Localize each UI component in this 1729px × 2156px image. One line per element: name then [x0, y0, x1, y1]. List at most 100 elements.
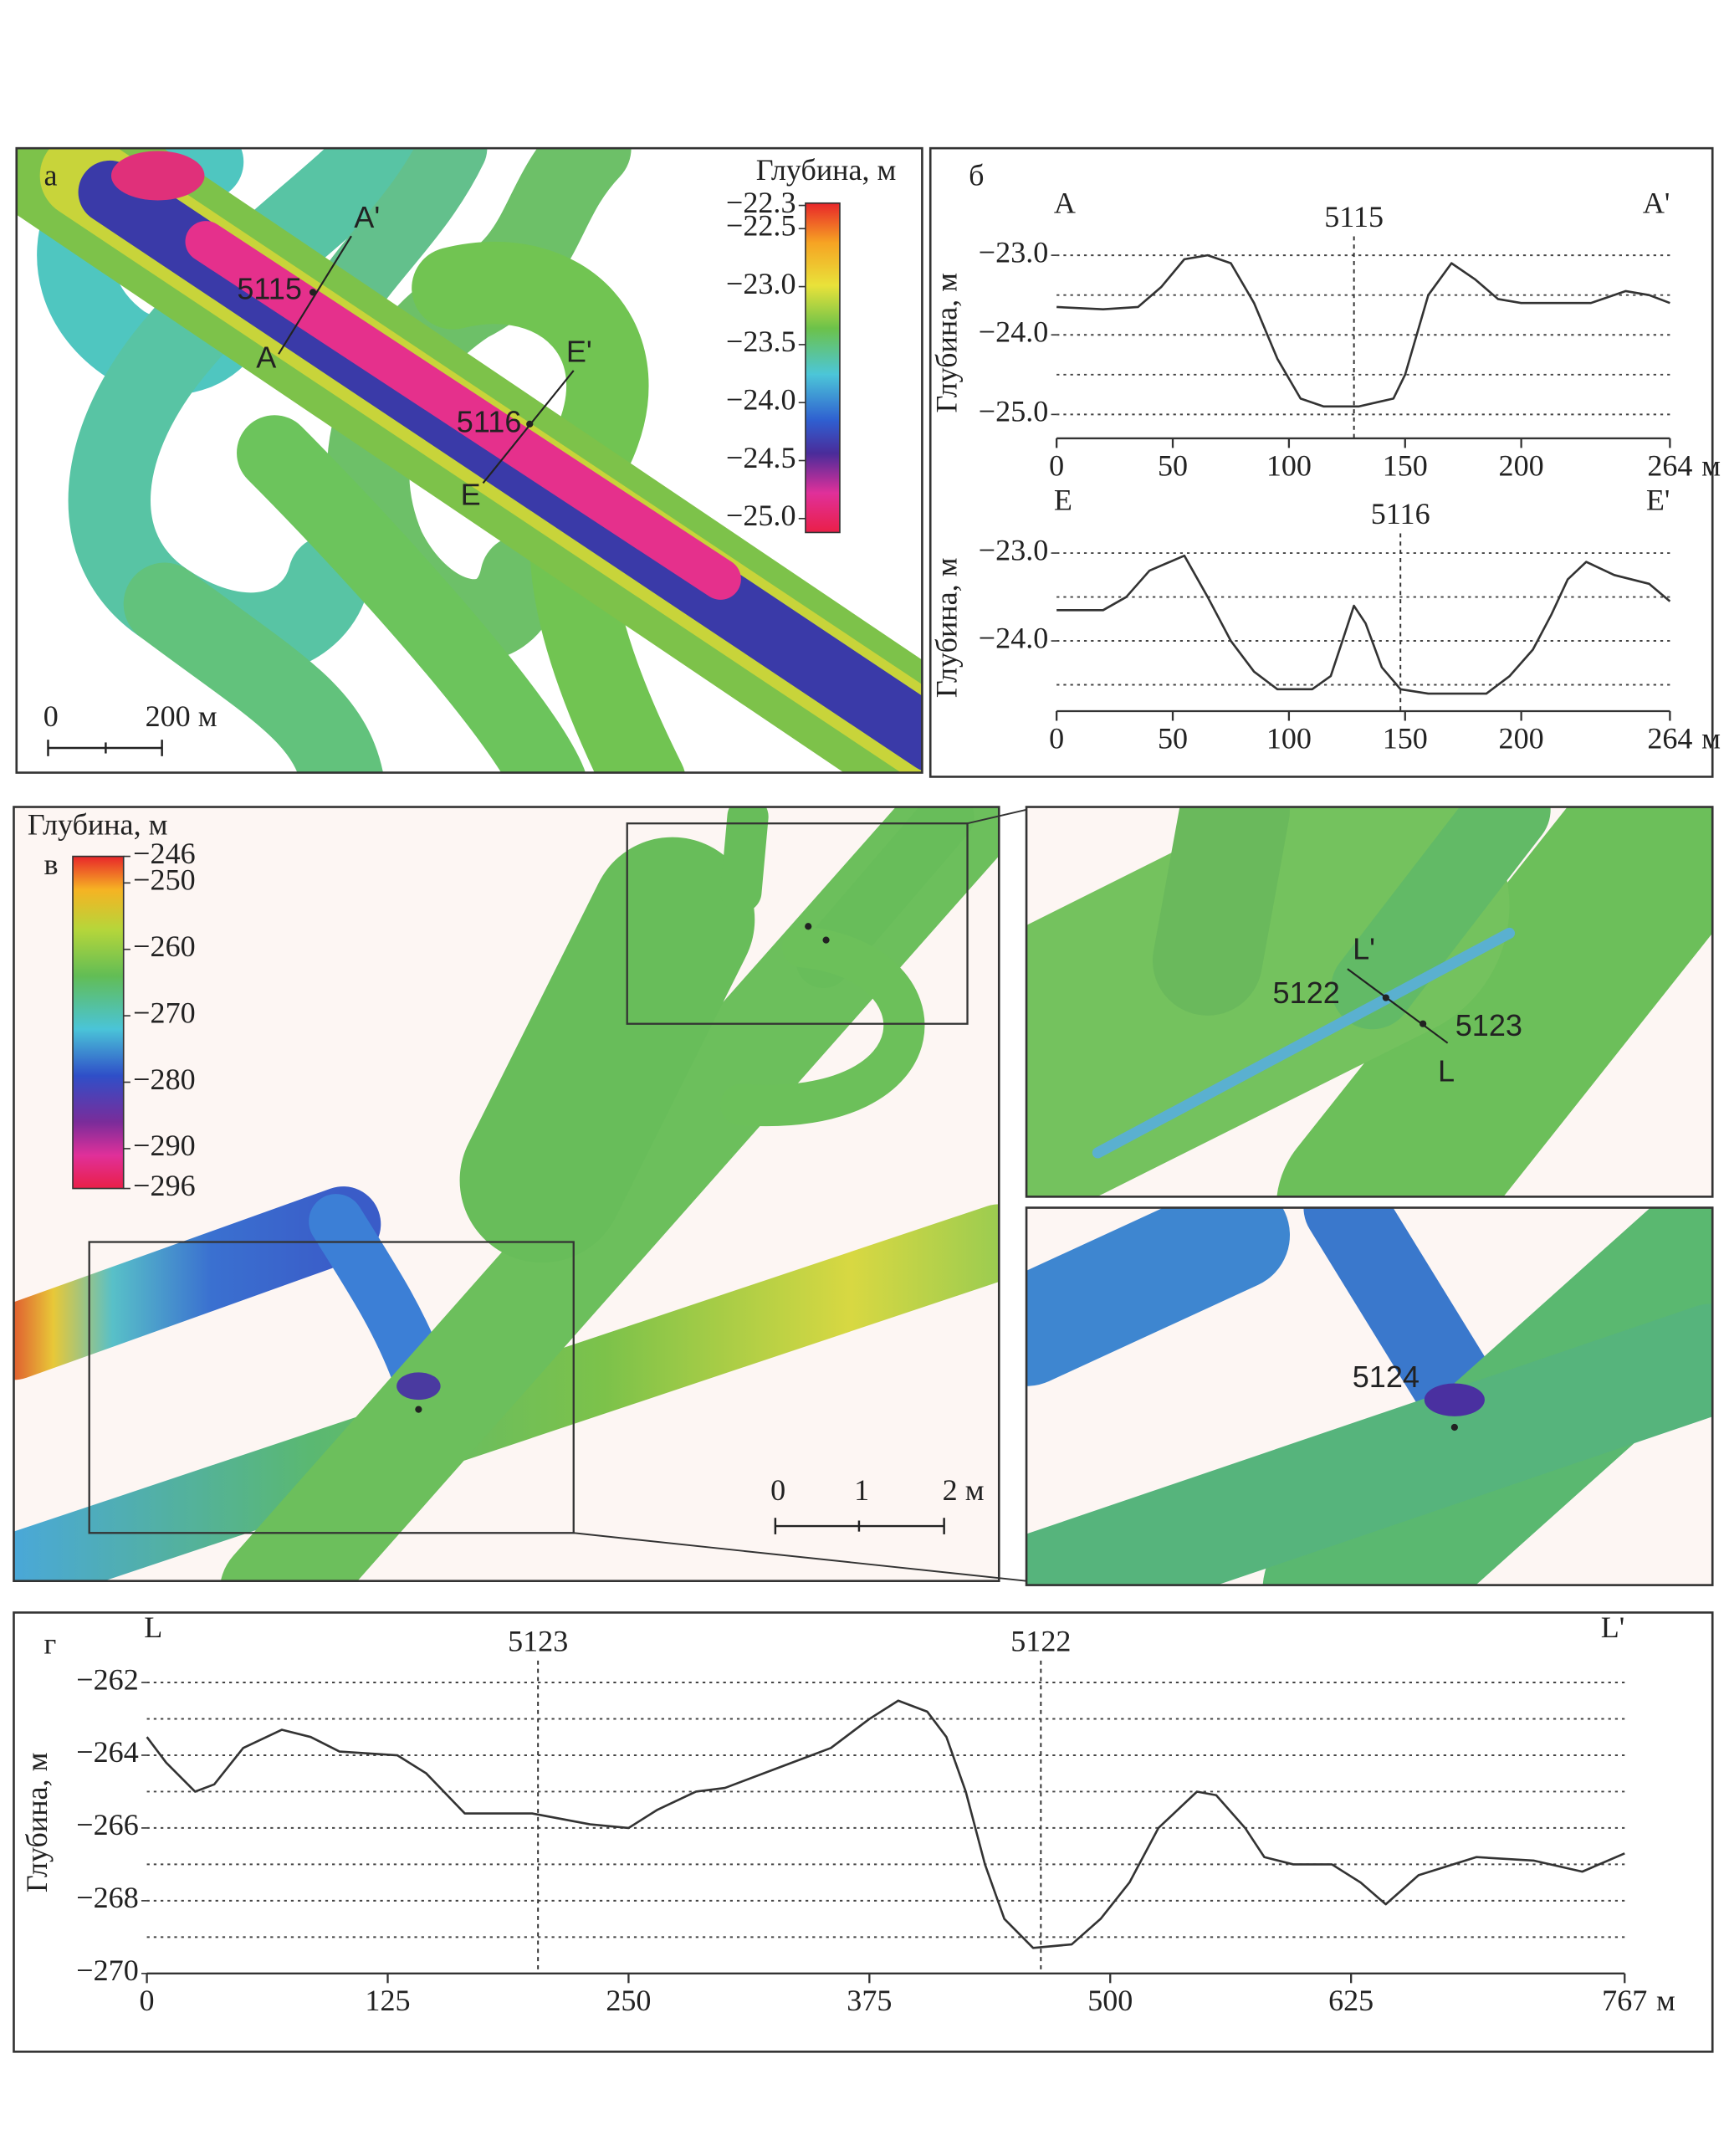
colorbar-tick-label: −280 — [133, 1063, 195, 1096]
station-dot — [309, 289, 317, 296]
survey-track — [720, 807, 769, 913]
map-label: A' — [354, 200, 380, 234]
zoom-box — [88, 1241, 575, 1534]
station-dot — [526, 420, 534, 428]
x-tick-label: 250 — [606, 1984, 651, 2017]
station-dot — [822, 936, 830, 944]
x-tick-label: 767 — [1602, 1984, 1647, 2017]
scale-label: 1 — [854, 1473, 869, 1507]
map-label: 5124 — [1353, 1360, 1420, 1394]
survey-track — [1092, 927, 1516, 1159]
colorbar — [72, 855, 125, 1190]
map-label: 5115 — [237, 271, 302, 305]
colorbar-tick-label: −24.5 — [726, 441, 795, 474]
x-tick-label: 50 — [1158, 721, 1188, 755]
y-tick-label: −23.0 — [979, 235, 1048, 269]
colorbar-tick-label: −296 — [133, 1169, 195, 1202]
survey-track — [13, 1186, 381, 1380]
station-label: 5123 — [508, 1624, 568, 1657]
x-tick-label: 150 — [1383, 448, 1428, 482]
survey-track — [1026, 1303, 1713, 1585]
y-tick-label: −23.0 — [979, 533, 1048, 566]
x-tick-label: 100 — [1266, 721, 1312, 755]
depth-profile — [146, 1699, 1625, 1949]
colorbar-tick-label: −250 — [133, 863, 195, 897]
station-label: 5115 — [1324, 200, 1384, 233]
inset-frame — [1025, 806, 1714, 1198]
survey-track — [1331, 807, 1551, 1030]
x-tick-label: 0 — [1049, 721, 1064, 755]
station-label: 5116 — [1371, 497, 1430, 530]
y-tick-label: −24.0 — [979, 621, 1048, 654]
colorbar-title: Глубина, м — [756, 153, 897, 187]
x-tick-label: 200 — [1499, 448, 1544, 482]
survey-track — [237, 415, 586, 773]
colorbar-tick-label: −22.3 — [726, 186, 795, 219]
depression — [110, 151, 205, 201]
panel-v-frame — [13, 806, 1000, 1583]
x-tick-label: 100 — [1266, 448, 1312, 482]
map-label: L' — [1353, 931, 1375, 965]
map-label: L — [1438, 1053, 1455, 1088]
survey-track — [1026, 1207, 1291, 1386]
colorbar-tick-label: −22.5 — [726, 209, 795, 243]
x-tick-label: 375 — [847, 1984, 892, 2017]
profile-line — [1347, 968, 1449, 1044]
y-axis-label: Глубина, м — [929, 558, 963, 699]
panel-g-frame — [13, 1611, 1714, 2053]
x-tick-label: 150 — [1383, 721, 1428, 755]
colorbar-tick-label: −23.5 — [726, 325, 795, 358]
profile-start-label: L — [144, 1611, 162, 1644]
profile-end-label: A' — [1643, 187, 1670, 220]
panel-b-frame — [928, 146, 1714, 778]
y-tick-label: −25.0 — [979, 395, 1048, 428]
x-tick-label: 500 — [1087, 1984, 1133, 2017]
x-tick-label: 50 — [1158, 448, 1188, 482]
panel-letter: в — [44, 848, 59, 881]
survey-track — [720, 926, 925, 1127]
colorbar-tick-label: −290 — [133, 1129, 195, 1162]
survey-track — [309, 1194, 447, 1401]
station-label: 5122 — [1010, 1624, 1071, 1657]
profile-end-label: E' — [1646, 484, 1670, 517]
colorbar-tick-label: −24.0 — [726, 382, 795, 416]
x-axis-unit: м — [1701, 448, 1721, 482]
x-axis-unit: м — [1701, 721, 1721, 755]
y-tick-label: −268 — [76, 1881, 138, 1914]
y-axis-label: Глубина, м — [929, 273, 963, 413]
map-label: A — [256, 340, 276, 374]
zoom-connector — [573, 1532, 1027, 1582]
survey-track — [123, 562, 383, 773]
zoom-box — [626, 822, 969, 1025]
survey-track — [1303, 1207, 1496, 1427]
y-axis-label: Глубина, м — [20, 1753, 54, 1893]
station-dot — [1450, 1423, 1458, 1431]
survey-track — [1152, 807, 1291, 1016]
station-dot — [1382, 994, 1389, 1001]
y-tick-label: −266 — [76, 1808, 138, 1841]
panel-a-frame — [15, 146, 923, 774]
x-tick-label: 625 — [1328, 1984, 1373, 2017]
inset-map — [1026, 1207, 1713, 1585]
inset-frame — [1025, 1206, 1714, 1586]
colorbar-tick-label: −270 — [133, 996, 195, 1029]
map-label: 5123 — [1455, 1008, 1522, 1042]
colorbar-tick-label: −246 — [133, 837, 195, 870]
map-label: E' — [566, 335, 592, 369]
colorbar-tick-label: −260 — [133, 929, 195, 963]
scale-label: 0 — [43, 699, 59, 733]
y-tick-label: −270 — [76, 1954, 138, 1987]
panel-letter: б — [969, 159, 984, 192]
x-tick-label: 264 — [1647, 721, 1692, 755]
colorbar — [805, 202, 841, 534]
zoom-connector — [967, 808, 1027, 825]
panel-letter: г — [44, 1627, 57, 1661]
station-dot — [415, 1406, 422, 1413]
scale-label: 0 — [770, 1473, 785, 1507]
depression — [396, 1372, 441, 1401]
colorbar-tick-label: −25.0 — [726, 499, 795, 532]
x-tick-label: 200 — [1499, 721, 1544, 755]
